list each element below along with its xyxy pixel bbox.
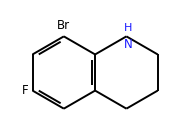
Text: H: H xyxy=(124,24,132,33)
Text: Br: Br xyxy=(57,19,70,32)
Text: F: F xyxy=(22,84,28,97)
Text: N: N xyxy=(124,38,133,51)
